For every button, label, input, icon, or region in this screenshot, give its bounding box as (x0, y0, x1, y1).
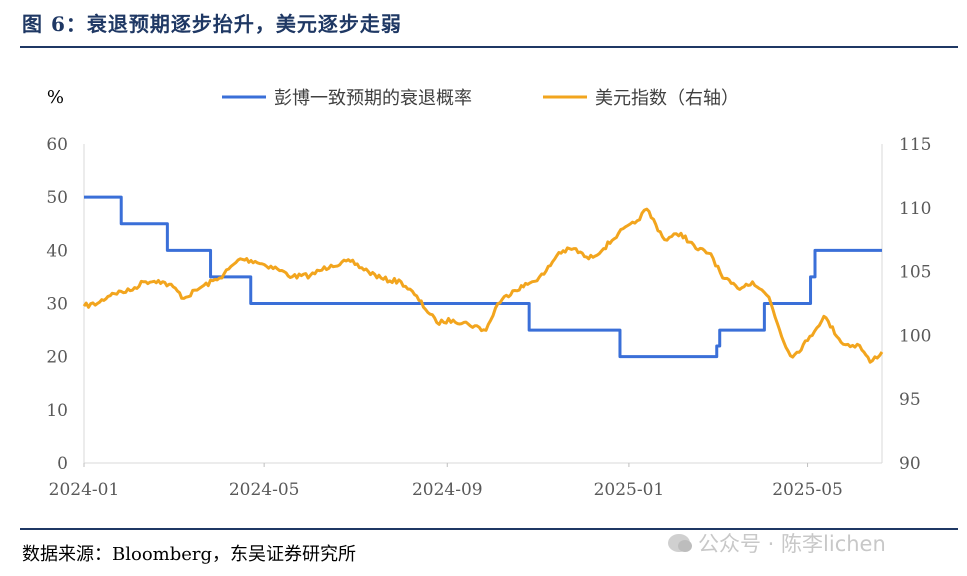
y-right-tick-label: 110 (899, 199, 931, 219)
y-left-tick-label: 50 (46, 188, 68, 208)
source-note: 数据来源：Bloomberg，东吴证券研究所 (22, 544, 357, 565)
x-tick-label: 2025-01 (594, 480, 665, 500)
top-rule (20, 46, 958, 48)
y-right-tick-label: 105 (899, 263, 931, 283)
figure-title: 图 6：衰退预期逐步抬升，美元逐步走弱 (22, 12, 402, 36)
wechat-icon (668, 534, 692, 552)
y-left-unit-label: % (47, 87, 64, 108)
x-tick-label: 2024-01 (49, 480, 120, 500)
y-left-tick-label: 60 (46, 135, 68, 155)
y-right-tick-label: 115 (899, 135, 931, 155)
y-right-tick-label: 100 (899, 326, 931, 346)
y-left-tick-label: 0 (57, 454, 68, 474)
series-line-0 (84, 195, 882, 359)
x-tick-label: 2024-09 (412, 480, 483, 500)
x-tick-label: 2025-05 (772, 480, 843, 500)
legend-label-0: 彭博一致预期的衰退概率 (274, 88, 472, 109)
legend-label-1: 美元指数（右轴） (595, 88, 739, 109)
series-line-1 (82, 207, 884, 364)
x-tick-label: 2024-05 (229, 480, 300, 500)
y-right-tick-label: 95 (899, 390, 921, 410)
y-left-tick-label: 20 (46, 348, 68, 368)
y-left-tick-label: 30 (46, 295, 68, 315)
watermark-text: 公众号 · 陈李lichen (698, 532, 886, 556)
y-left-tick-label: 10 (46, 401, 68, 421)
watermark: 公众号 · 陈李lichen (668, 528, 886, 558)
y-right-tick-label: 90 (899, 454, 921, 474)
y-left-tick-label: 40 (46, 241, 68, 261)
bottom-rule (20, 528, 958, 530)
